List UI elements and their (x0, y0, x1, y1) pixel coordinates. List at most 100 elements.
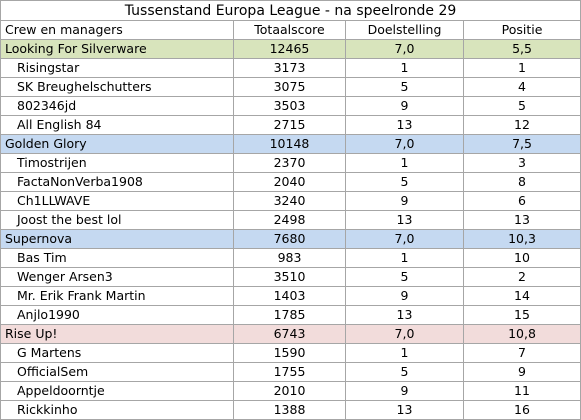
member-goal: 1 (345, 248, 464, 268)
member-total: 3075 (233, 77, 346, 97)
header-total: Totaalscore (233, 20, 346, 40)
member-position: 6 (462, 191, 581, 211)
header-position: Positie (462, 20, 581, 40)
member-total: 1590 (233, 343, 346, 363)
member-goal: 5 (345, 77, 464, 97)
team-position: 7,5 (462, 134, 581, 154)
member-row: Ch1LLWAVE 3240 9 6 (0, 191, 581, 211)
member-total: 2498 (233, 210, 346, 230)
team-position: 10,3 (462, 229, 581, 249)
title-row: Tussenstand Europa League - na speelrond… (0, 0, 581, 21)
member-position: 1 (462, 58, 581, 78)
member-position: 10 (462, 248, 581, 268)
member-name: Wenger Arsen3 (0, 267, 234, 287)
member-row: Bas Tim 983 1 10 (0, 248, 581, 268)
member-goal: 1 (345, 343, 464, 363)
member-name: OfficialSem (0, 362, 234, 382)
member-position: 2 (462, 267, 581, 287)
member-position: 9 (462, 362, 581, 382)
member-position: 16 (462, 400, 581, 420)
team-name: Rise Up! (0, 324, 234, 344)
member-total: 2010 (233, 381, 346, 401)
member-row: 802346jd 3503 9 5 (0, 96, 581, 116)
team-position: 10,8 (462, 324, 581, 344)
member-row: G Martens 1590 1 7 (0, 343, 581, 363)
member-name: FactaNonVerba1908 (0, 172, 234, 192)
team-total: 10148 (233, 134, 346, 154)
header-crew: Crew en managers (0, 20, 234, 40)
member-row: Anjlo1990 1785 13 15 (0, 305, 581, 325)
member-total: 2040 (233, 172, 346, 192)
member-total: 1403 (233, 286, 346, 306)
member-goal: 9 (345, 191, 464, 211)
member-position: 7 (462, 343, 581, 363)
member-total: 3503 (233, 96, 346, 116)
team-row: Looking For Silverware 12465 7,0 5,5 (0, 39, 581, 59)
team-total: 6743 (233, 324, 346, 344)
member-name: Rickkinho (0, 400, 234, 420)
member-total: 3240 (233, 191, 346, 211)
team-name: Golden Glory (0, 134, 234, 154)
table-title: Tussenstand Europa League - na speelrond… (0, 0, 581, 21)
member-row: Appeldoorntje 2010 9 11 (0, 381, 581, 401)
team-goal: 7,0 (345, 229, 464, 249)
member-row: Timostrijen 2370 1 3 (0, 153, 581, 173)
member-position: 3 (462, 153, 581, 173)
member-name: Anjlo1990 (0, 305, 234, 325)
member-name: Joost the best lol (0, 210, 234, 230)
team-total: 7680 (233, 229, 346, 249)
member-name: Bas Tim (0, 248, 234, 268)
member-goal: 13 (345, 305, 464, 325)
member-position: 11 (462, 381, 581, 401)
member-total: 3173 (233, 58, 346, 78)
member-goal: 13 (345, 400, 464, 420)
member-name: Risingstar (0, 58, 234, 78)
team-goal: 7,0 (345, 324, 464, 344)
member-row: Mr. Erik Frank Martin 1403 9 14 (0, 286, 581, 306)
team-total: 12465 (233, 39, 346, 59)
team-name: Looking For Silverware (0, 39, 234, 59)
member-goal: 1 (345, 58, 464, 78)
member-name: Appeldoorntje (0, 381, 234, 401)
team-row: Rise Up! 6743 7,0 10,8 (0, 324, 581, 344)
member-total: 3510 (233, 267, 346, 287)
member-name: 802346jd (0, 96, 234, 116)
member-name: All English 84 (0, 115, 234, 135)
member-row: All English 84 2715 13 12 (0, 115, 581, 135)
member-row: OfficialSem 1755 5 9 (0, 362, 581, 382)
member-position: 5 (462, 96, 581, 116)
member-row: Rickkinho 1388 13 16 (0, 400, 581, 420)
member-goal: 5 (345, 362, 464, 382)
team-goal: 7,0 (345, 39, 464, 59)
member-goal: 1 (345, 153, 464, 173)
member-total: 1755 (233, 362, 346, 382)
member-row: Risingstar 3173 1 1 (0, 58, 581, 78)
member-total: 2370 (233, 153, 346, 173)
member-goal: 13 (345, 115, 464, 135)
team-row: Supernova 7680 7,0 10,3 (0, 229, 581, 249)
member-name: Ch1LLWAVE (0, 191, 234, 211)
team-name: Supernova (0, 229, 234, 249)
member-row: Joost the best lol 2498 13 13 (0, 210, 581, 230)
team-row: Golden Glory 10148 7,0 7,5 (0, 134, 581, 154)
member-name: Mr. Erik Frank Martin (0, 286, 234, 306)
member-name: G Martens (0, 343, 234, 363)
member-goal: 5 (345, 172, 464, 192)
team-goal: 7,0 (345, 134, 464, 154)
member-total: 2715 (233, 115, 346, 135)
member-row: FactaNonVerba1908 2040 5 8 (0, 172, 581, 192)
member-total: 1785 (233, 305, 346, 325)
member-row: Wenger Arsen3 3510 5 2 (0, 267, 581, 287)
member-goal: 5 (345, 267, 464, 287)
member-row: SK Breughelschutters 3075 5 4 (0, 77, 581, 97)
member-goal: 13 (345, 210, 464, 230)
member-position: 4 (462, 77, 581, 97)
member-name: Timostrijen (0, 153, 234, 173)
member-position: 13 (462, 210, 581, 230)
member-position: 8 (462, 172, 581, 192)
member-position: 15 (462, 305, 581, 325)
member-goal: 9 (345, 96, 464, 116)
member-position: 14 (462, 286, 581, 306)
member-goal: 9 (345, 381, 464, 401)
